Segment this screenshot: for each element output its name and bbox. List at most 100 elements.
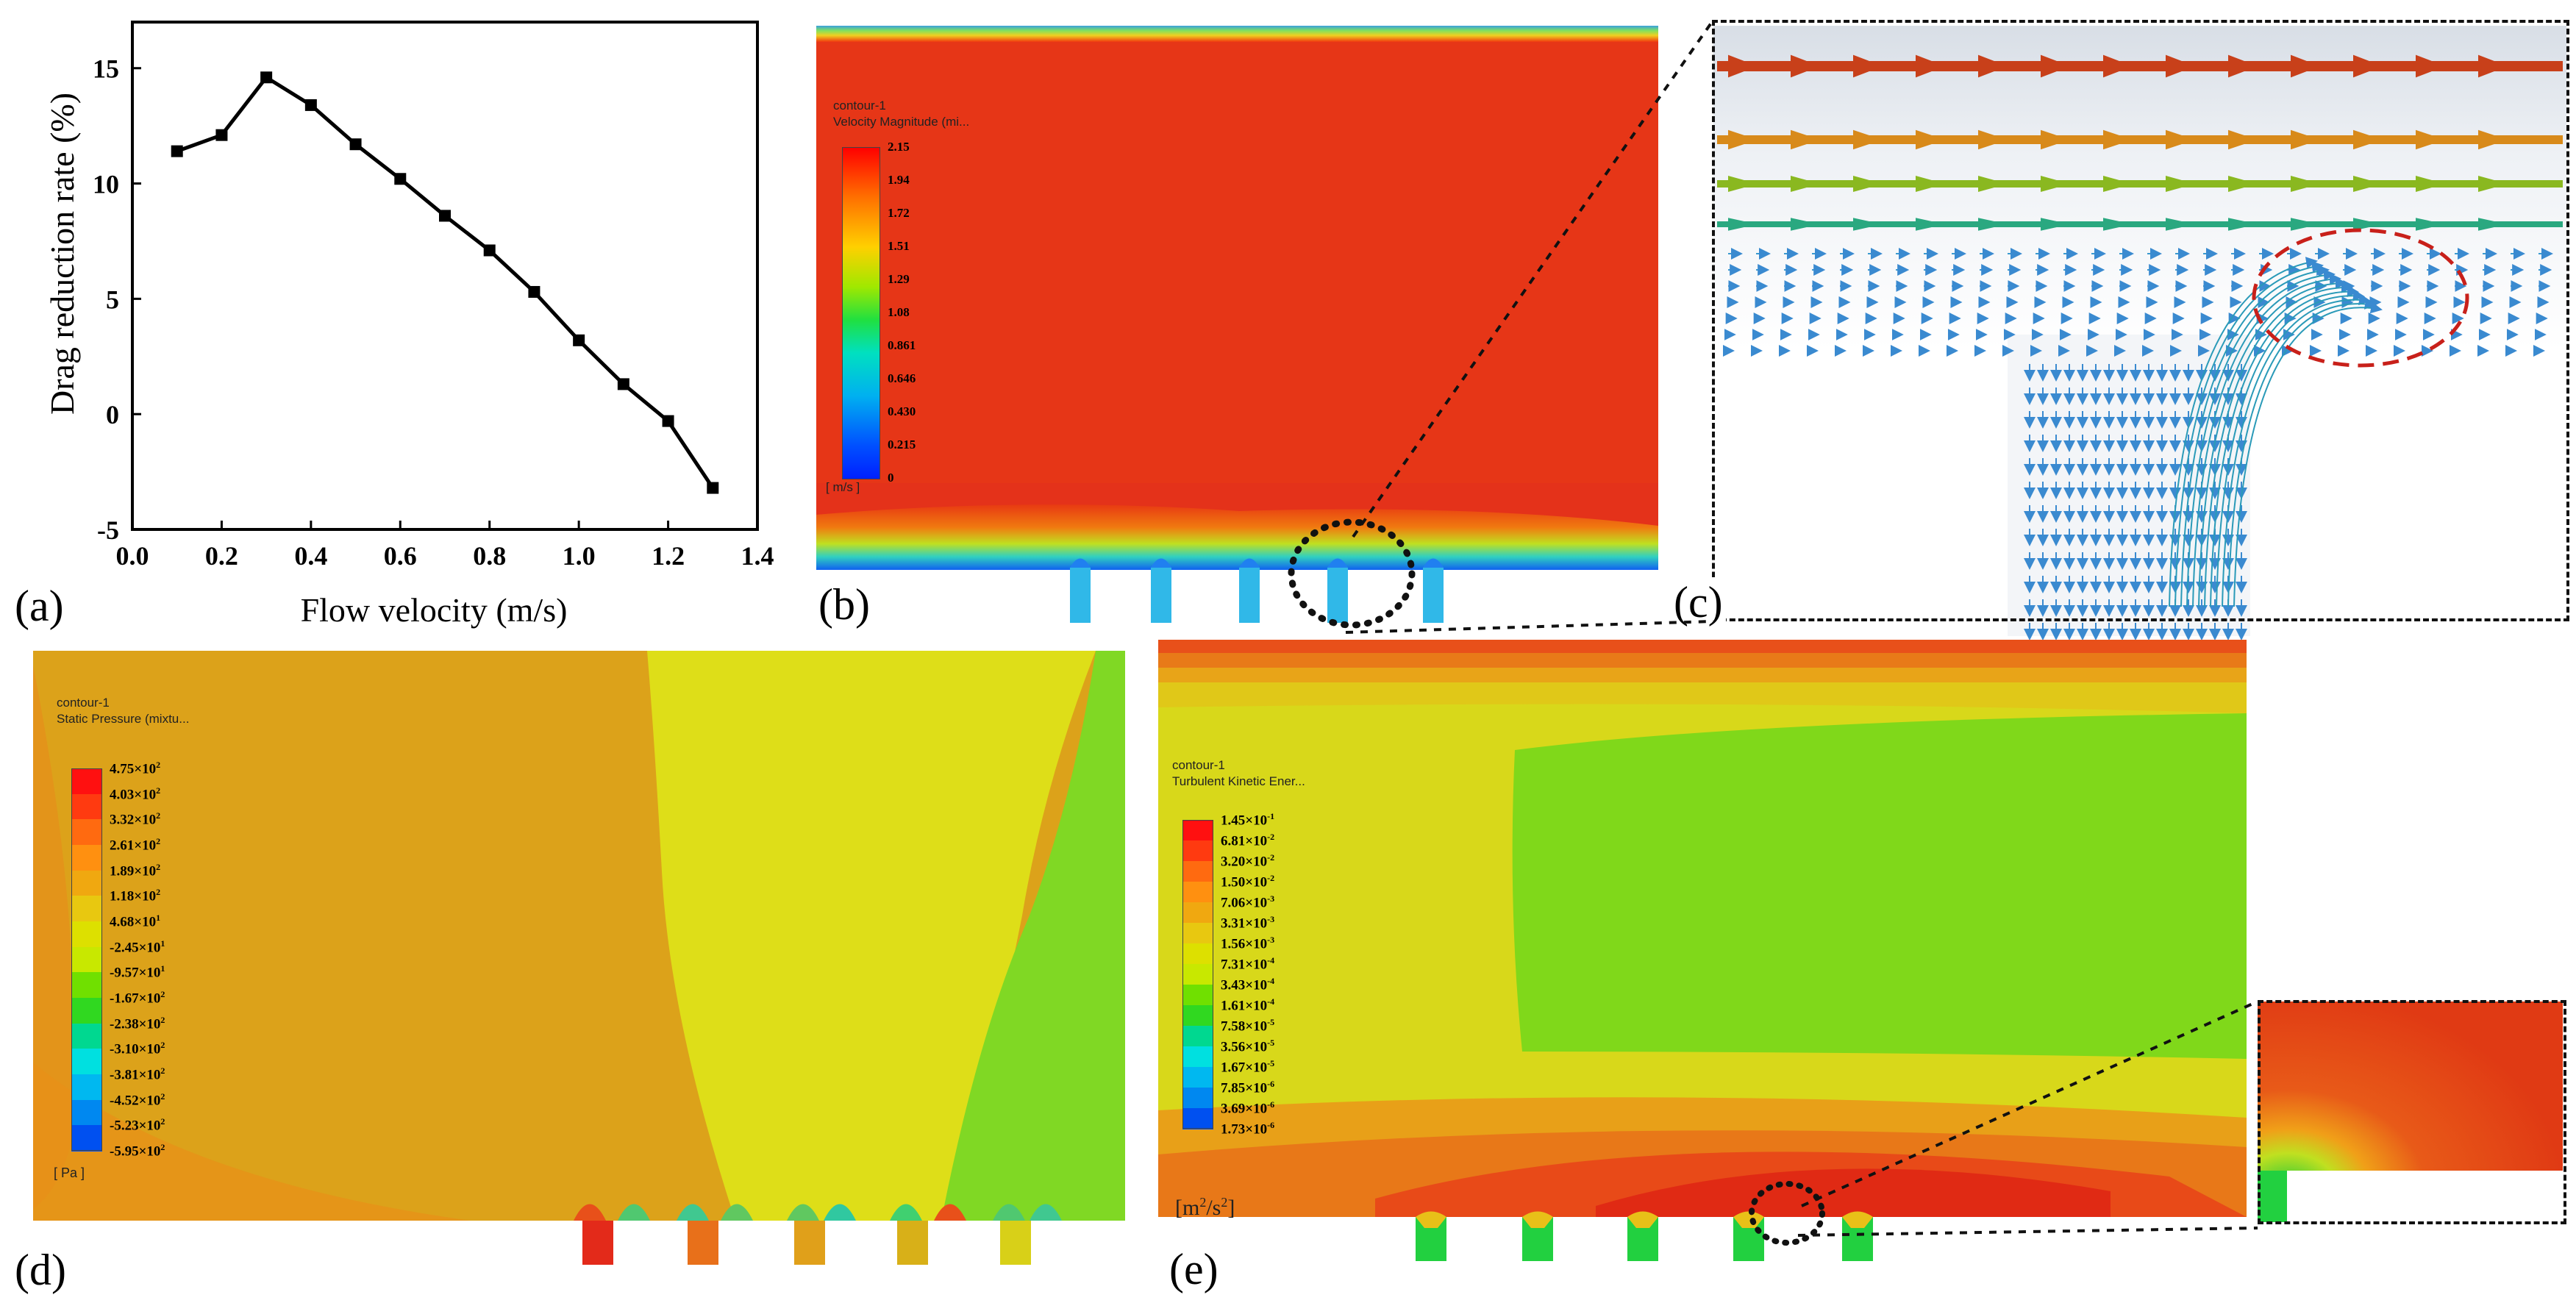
velocity-vector-field (1713, 26, 2566, 640)
pressure-legend-label: 4.75×102 (110, 760, 161, 777)
vector-arrow (2103, 176, 2133, 192)
vortex-streamline (2174, 260, 2324, 607)
data-point (707, 482, 719, 494)
data-point (573, 334, 585, 346)
vector-arrow (2041, 176, 2070, 192)
vortex-streamline (2204, 281, 2353, 607)
vector-arrow (1791, 218, 1820, 231)
vector-arrow (2041, 218, 2070, 231)
vector-arrow (2291, 218, 2320, 231)
tke-legend-label: 7.31×10-4 (1221, 955, 1275, 973)
drag-reduction-chart: 0.0 0.2 0.4 0.6 0.8 1.0 1.2 1.4 -5 0 5 10 15 Flow ve… (43, 21, 774, 629)
panel-label-e: (e) (1169, 1245, 1219, 1293)
contour-b-title: contour-1 Velocity Magnitude (mi... (833, 98, 969, 130)
pressure-legend-label: -2.45×101 (110, 938, 165, 955)
velocity-legend-label: 0.215 (888, 438, 916, 451)
velocity-legend-label: 0 (888, 471, 894, 485)
pressure-legend-swatch (71, 1099, 102, 1127)
tke-legend-swatch (1182, 1108, 1213, 1129)
tke-legend-label: 3.20×10-2 (1221, 852, 1275, 870)
pressure-vortex (993, 1204, 1025, 1221)
tke-legend-swatch (1182, 1005, 1213, 1027)
vector-arrow (1916, 54, 1945, 78)
tke-legend-label: 1.61×10-4 (1221, 996, 1275, 1014)
data-point (260, 71, 273, 84)
pressure-legend-label: 1.18×102 (110, 887, 161, 904)
velocity-legend-label: 2.15 (888, 140, 910, 154)
vortex-streamline (2169, 257, 2318, 607)
pressure-legend-swatch (71, 845, 102, 871)
pressure-legend-swatch (71, 1074, 102, 1101)
tke-legend-label: 1.45×10-1 (1221, 811, 1275, 829)
vortex-streamline (2227, 297, 2377, 607)
data-point (528, 285, 540, 298)
vortex-streamline (2186, 268, 2336, 607)
y-tick-label: -5 (97, 515, 119, 545)
contour-d-title: contour-1 Static Pressure (mixtu... (57, 695, 189, 727)
tke-legend-label: 7.06×10-3 (1221, 893, 1275, 911)
tke-legend-label: 7.58×10-5 (1221, 1017, 1275, 1035)
pressure-legend-swatch (71, 972, 102, 999)
vector-arrow (2416, 54, 2445, 78)
vector-arrow (1728, 54, 1758, 78)
pressure-legend-label: -3.81×102 (110, 1065, 165, 1083)
x-tick-label: 1.0 (563, 541, 596, 571)
tke-legend-swatch (1182, 1046, 1213, 1068)
contour-e-title: contour-1 Turbulent Kinetic Ener... (1172, 757, 1305, 790)
vector-arrow (2478, 218, 2508, 231)
pressure-contour-field (33, 651, 1125, 1265)
pressure-legend-label: -2.38×102 (110, 1014, 165, 1032)
vector-arrow (2228, 129, 2258, 150)
contour-e-title-line2: Turbulent Kinetic Ener... (1172, 774, 1305, 788)
tke-legend-label: 3.56×10-5 (1221, 1038, 1275, 1055)
vortex-streamline (2210, 285, 2359, 607)
pressure-vortex (824, 1204, 856, 1221)
vector-arrow (1978, 129, 2008, 150)
tke-unit-mid: /s (1206, 1196, 1221, 1220)
panel-label-b: (b) (818, 580, 870, 629)
vector-arrow (2416, 218, 2445, 231)
vector-arrow (2478, 54, 2508, 78)
tke-unit: [m2/s2] (1175, 1195, 1235, 1221)
pressure-legend-swatch (71, 1125, 102, 1152)
zoom-box-e (2258, 1000, 2566, 1224)
tke-cavity-top (1733, 1211, 1764, 1228)
contour-d-title-line2: Static Pressure (mixtu... (57, 712, 190, 726)
contour-b-title-line1: contour-1 (833, 99, 886, 113)
contour-d-title-line1: contour-1 (57, 696, 110, 710)
vector-arrow (1853, 54, 1883, 78)
vector-arrow (1853, 129, 1883, 150)
vector-arrow (1791, 129, 1820, 150)
pressure-legend-swatch (71, 793, 102, 821)
vortex-streamline (2222, 293, 2371, 607)
contour-b-title-line2: Velocity Magnitude (mi... (833, 115, 970, 129)
panel-label-a: (a) (15, 582, 64, 630)
tke-legend-label: 1.67×10-5 (1221, 1058, 1275, 1076)
pressure-vortex (677, 1204, 709, 1221)
pressure-unit: [ Pa ] (54, 1165, 85, 1180)
vector-arrow (2103, 218, 2133, 231)
tke-legend-swatch (1182, 861, 1213, 882)
vector-arrow (2291, 129, 2320, 150)
tke-unit-sup1: 2 (1199, 1195, 1207, 1210)
tke-legend-swatch (1182, 985, 1213, 1006)
tke-legend-label: 6.81×10-2 (1221, 832, 1275, 849)
velocity-legend-label: 1.72 (888, 206, 910, 220)
tke-legend-swatch (1182, 943, 1213, 965)
tke-unit-sup2: 2 (1221, 1195, 1228, 1210)
x-tick-label: 1.2 (652, 541, 685, 571)
vector-arrow (2166, 218, 2195, 231)
series-line (176, 74, 715, 489)
data-point (171, 145, 183, 157)
panel-c: (c) (1671, 18, 2574, 647)
pressure-legend-label: -4.52×102 (110, 1090, 165, 1108)
pressure-vortex (890, 1204, 922, 1221)
vortex-streamline (2198, 277, 2347, 607)
vortex-streamline (2192, 273, 2341, 607)
vector-arrow (1791, 54, 1820, 78)
pressure-legend-swatch (71, 1023, 102, 1050)
tke-contour-field (1158, 640, 2563, 1261)
data-point (617, 378, 629, 390)
data-point (439, 210, 451, 222)
tke-unit-base: [m (1175, 1196, 1200, 1220)
